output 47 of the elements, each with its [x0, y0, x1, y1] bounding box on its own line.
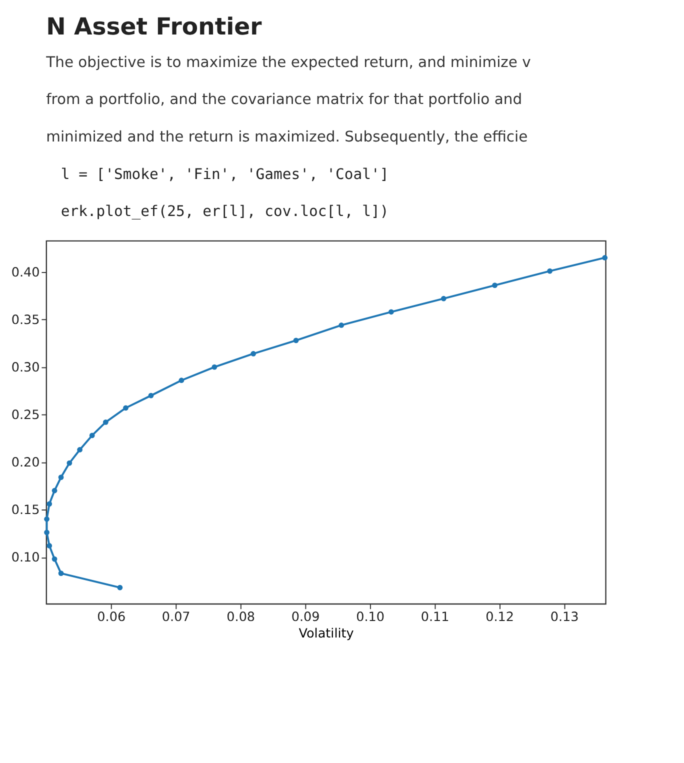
y-tick-label: 0.35 [11, 312, 40, 328]
point [66, 460, 72, 466]
point [117, 584, 123, 590]
text: from a portfolio, and the covariance matrix for that portfolio and [46, 91, 522, 108]
point [547, 268, 552, 274]
x-axis-title: Volatility [298, 626, 354, 642]
y-tick-label: 0.20 [11, 456, 40, 471]
point [52, 556, 58, 562]
text: minimized and the return is maximized. Subsequently, the efficie [46, 128, 528, 146]
x-tick-label: 0.10 [356, 610, 385, 625]
chart-title: N Asset Frontier [46, 12, 262, 41]
point [148, 392, 154, 398]
x-tick-label: 0.13 [550, 610, 579, 625]
text: The objective is to maximize the expected return, and minimize v [45, 54, 532, 71]
point [212, 364, 218, 370]
point [123, 405, 128, 411]
x-tick-label: 0.11 [420, 610, 450, 625]
point [46, 501, 52, 507]
y-tick-label: 0.30 [11, 360, 40, 376]
point [58, 570, 64, 576]
point [602, 255, 608, 260]
x-tick-label: 0.12 [486, 610, 514, 625]
x-tick-label: 0.07 [162, 610, 190, 625]
point [440, 296, 446, 302]
text: l = ['Smoke', 'Fin', 'Games', 'Coal'] [60, 166, 389, 183]
point [44, 516, 50, 522]
point [58, 474, 64, 480]
point [388, 309, 394, 315]
point [44, 530, 50, 536]
point [89, 432, 95, 438]
y-tick-label: 0.25 [11, 408, 40, 423]
y-tick-label: 0.10 [11, 550, 40, 566]
point [293, 338, 299, 344]
point [103, 419, 108, 425]
point [46, 543, 52, 548]
x-tick-label: 0.08 [226, 610, 256, 625]
point [178, 378, 184, 384]
x-tick-label: 0.06 [97, 610, 126, 625]
point [250, 351, 256, 356]
point [492, 282, 498, 288]
point [52, 488, 58, 494]
point [77, 447, 82, 452]
y-tick-label: 0.15 [11, 503, 40, 518]
text: erk.plot_ef(25, er[l], cov.loc[l, l]) [60, 203, 389, 220]
point [338, 322, 344, 328]
x-tick-label: 0.09 [291, 610, 320, 625]
y-tick-label: 0.40 [11, 265, 40, 280]
